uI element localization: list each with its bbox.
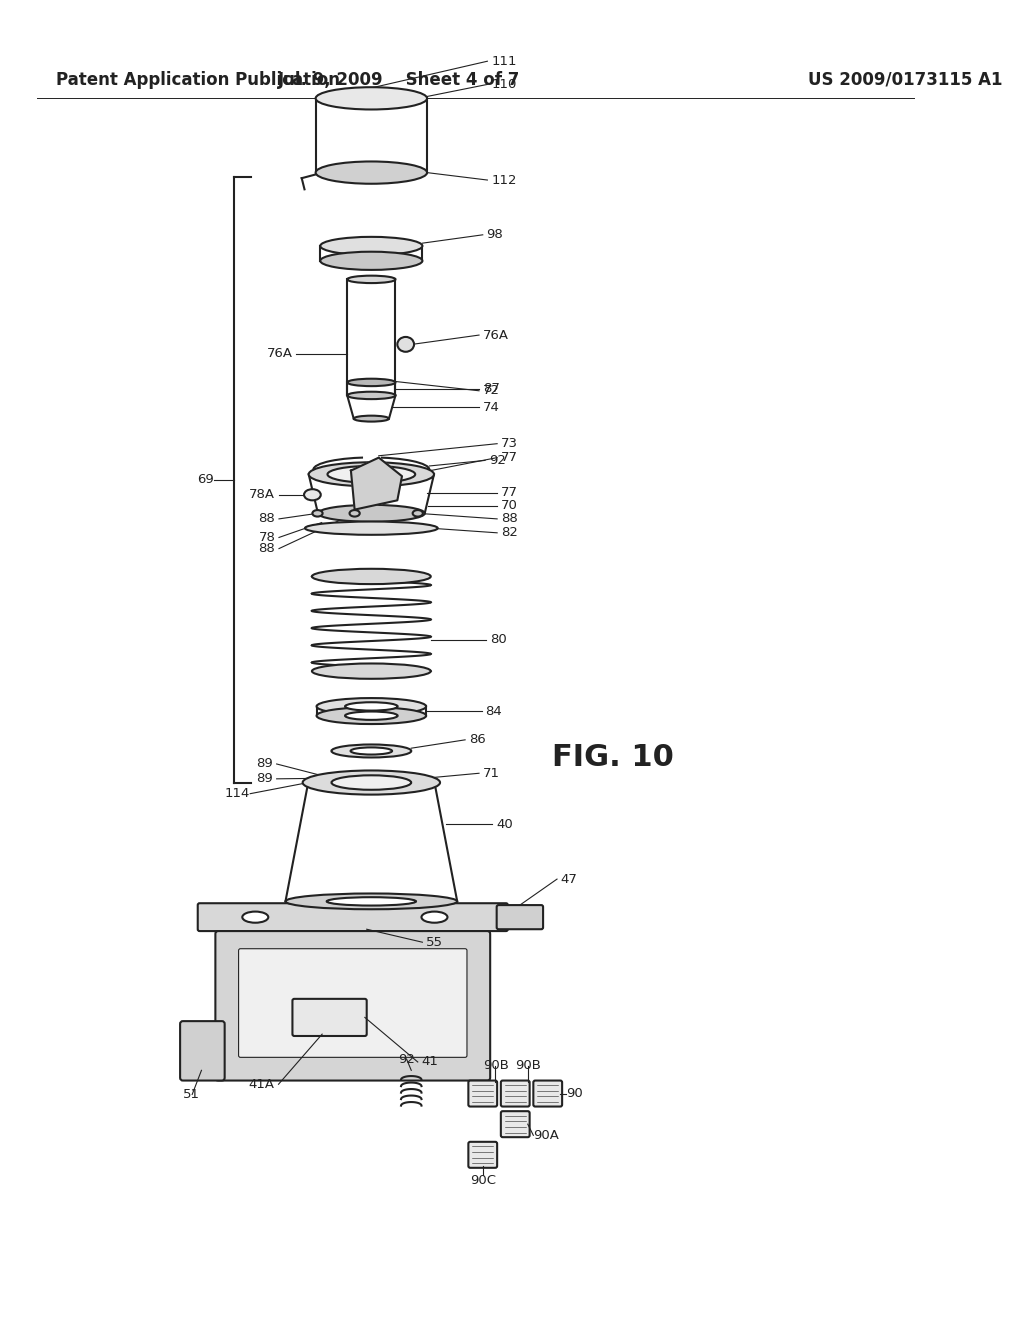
FancyBboxPatch shape <box>534 1081 562 1106</box>
Ellipse shape <box>303 771 440 795</box>
Text: 88: 88 <box>258 543 275 556</box>
Ellipse shape <box>332 775 412 789</box>
Text: 111: 111 <box>492 54 516 67</box>
Text: 89: 89 <box>256 758 273 771</box>
Text: 73: 73 <box>501 437 518 450</box>
Text: 88: 88 <box>258 512 275 525</box>
Ellipse shape <box>328 466 415 483</box>
Ellipse shape <box>345 711 397 719</box>
Ellipse shape <box>312 569 431 585</box>
Ellipse shape <box>286 894 458 909</box>
Ellipse shape <box>318 504 425 521</box>
Text: Jul. 9, 2009    Sheet 4 of 7: Jul. 9, 2009 Sheet 4 of 7 <box>278 71 520 88</box>
Ellipse shape <box>243 912 268 923</box>
Text: 90B: 90B <box>482 1059 509 1072</box>
Text: Patent Application Publication: Patent Application Publication <box>55 71 340 88</box>
Ellipse shape <box>332 744 412 758</box>
Text: 90C: 90C <box>470 1175 496 1187</box>
Text: 41A: 41A <box>249 1077 274 1090</box>
Text: 78: 78 <box>258 531 275 544</box>
Text: 76A: 76A <box>266 347 293 360</box>
Ellipse shape <box>312 510 323 516</box>
Text: FIG. 10: FIG. 10 <box>552 743 674 772</box>
FancyBboxPatch shape <box>293 999 367 1036</box>
Ellipse shape <box>353 416 389 421</box>
Text: 51: 51 <box>183 1088 200 1101</box>
Ellipse shape <box>321 252 423 269</box>
Text: US 2009/0173115 A1: US 2009/0173115 A1 <box>808 71 1002 88</box>
FancyBboxPatch shape <box>215 931 490 1081</box>
Text: 110: 110 <box>492 78 516 91</box>
Text: 87: 87 <box>482 383 500 396</box>
Ellipse shape <box>345 702 397 710</box>
Text: 74: 74 <box>482 401 500 414</box>
Text: 86: 86 <box>469 734 485 746</box>
Text: 71: 71 <box>482 767 500 780</box>
Text: 90: 90 <box>566 1088 583 1100</box>
Text: 90B: 90B <box>515 1059 541 1072</box>
FancyBboxPatch shape <box>468 1142 497 1168</box>
Text: 76A: 76A <box>482 329 509 342</box>
FancyBboxPatch shape <box>180 1022 224 1081</box>
Ellipse shape <box>315 87 427 110</box>
Ellipse shape <box>321 236 423 255</box>
Text: 41: 41 <box>422 1056 438 1068</box>
Text: 77: 77 <box>501 486 518 499</box>
Ellipse shape <box>316 698 426 714</box>
Text: 112: 112 <box>492 173 516 186</box>
Text: 69: 69 <box>197 474 214 486</box>
Ellipse shape <box>413 510 423 516</box>
FancyBboxPatch shape <box>497 906 543 929</box>
FancyBboxPatch shape <box>468 1081 497 1106</box>
Text: 70: 70 <box>501 499 518 512</box>
Ellipse shape <box>422 912 447 923</box>
Ellipse shape <box>336 463 408 477</box>
Ellipse shape <box>308 462 434 486</box>
Text: 55: 55 <box>426 936 443 949</box>
Text: 77: 77 <box>501 451 518 465</box>
Ellipse shape <box>315 161 427 183</box>
FancyBboxPatch shape <box>501 1081 529 1106</box>
Ellipse shape <box>312 664 431 678</box>
Ellipse shape <box>316 708 426 725</box>
Ellipse shape <box>327 898 416 906</box>
Text: 78A: 78A <box>249 488 275 502</box>
FancyBboxPatch shape <box>239 949 467 1057</box>
Text: 98: 98 <box>486 228 503 242</box>
Text: 84: 84 <box>485 705 503 718</box>
Text: 47: 47 <box>561 873 578 886</box>
Text: 88: 88 <box>501 512 517 525</box>
FancyBboxPatch shape <box>198 903 508 931</box>
Text: 89: 89 <box>256 772 273 785</box>
Text: 72: 72 <box>482 384 500 397</box>
Ellipse shape <box>397 337 414 352</box>
Text: 90A: 90A <box>534 1129 559 1142</box>
Text: 92: 92 <box>488 454 506 467</box>
Text: 92: 92 <box>398 1052 415 1065</box>
Ellipse shape <box>347 379 395 387</box>
Text: 40: 40 <box>497 818 513 830</box>
Polygon shape <box>351 458 402 510</box>
FancyBboxPatch shape <box>501 1111 529 1137</box>
Text: 114: 114 <box>225 787 250 800</box>
Ellipse shape <box>347 276 395 282</box>
Text: 82: 82 <box>501 527 518 540</box>
Ellipse shape <box>304 490 321 500</box>
Ellipse shape <box>350 747 392 755</box>
Ellipse shape <box>347 392 395 399</box>
Text: 80: 80 <box>490 634 507 645</box>
Ellipse shape <box>305 521 437 535</box>
Ellipse shape <box>349 510 359 516</box>
